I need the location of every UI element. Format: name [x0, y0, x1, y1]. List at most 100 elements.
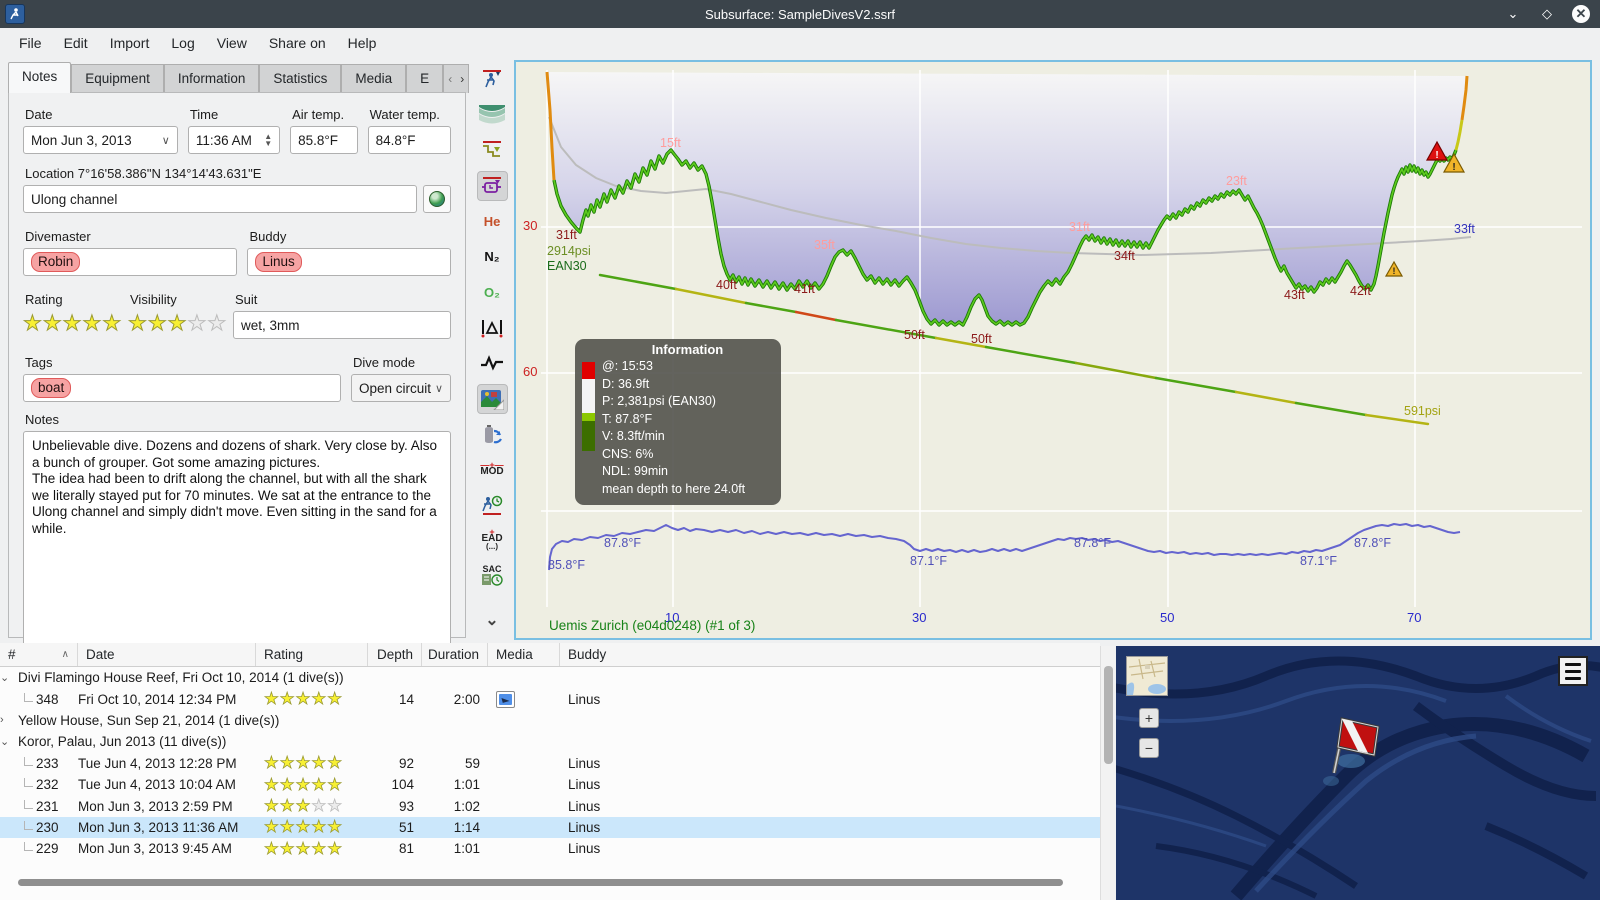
tags-input[interactable]: boat [23, 374, 341, 402]
trip-row[interactable]: ⌄ Koror, Palau, Jun 2013 (11 dive(s)) [0, 734, 227, 750]
scrollbar-thumb[interactable] [1104, 666, 1113, 764]
gas-switch-icon[interactable] [477, 419, 508, 449]
map-overview-thumbnail[interactable] [1126, 656, 1168, 696]
notes-panel: Notes Equipment Information Statistics M… [8, 62, 470, 663]
suit-input[interactable]: wet, 3mm [233, 311, 451, 339]
svg-text:!: ! [1393, 266, 1396, 276]
table-row[interactable]: 233 Tue Jun 4, 2013 12:28 PM ★★★★★ 92 59… [0, 753, 1100, 774]
trip-row[interactable]: › Yellow House, Sun Sep 21, 2014 (1 dive… [0, 712, 280, 728]
horizontal-scrollbar[interactable] [10, 877, 1088, 888]
star-icon: ★ [311, 797, 328, 816]
date-combobox[interactable]: Mon Jun 3, 2013 ∨ [23, 126, 178, 154]
air-temp-label: Air temp. [292, 107, 345, 122]
star-icon: ★ [295, 775, 312, 794]
visibility-stars[interactable]: ★★★★★ [128, 311, 227, 336]
info-temp: T: 87.8°F [602, 411, 653, 426]
toolbar-scroll-down-icon[interactable]: ⌄ [485, 611, 499, 629]
tree-line [24, 820, 33, 830]
dive-flag-marker[interactable] [1326, 711, 1386, 781]
media-thumbnail-icon[interactable] [496, 690, 515, 708]
star-icon: ★ [311, 690, 328, 709]
notes-form: Date Mon Jun 3, 2013 ∨ Time 11:36 AM ▲ ▼ … [8, 92, 466, 663]
menu-view[interactable]: View [216, 35, 247, 51]
close-icon[interactable]: ✕ [1572, 5, 1590, 23]
nitrogen-graph-icon[interactable]: N₂ [484, 249, 500, 264]
minimize-icon[interactable]: ⌄ [1507, 6, 1519, 21]
tab-equipment[interactable]: Equipment [71, 64, 164, 93]
menu-edit[interactable]: Edit [63, 35, 88, 51]
tab-extra[interactable]: E [406, 64, 444, 93]
star-icon: ★ [42, 312, 63, 336]
time-label: Time [189, 107, 219, 122]
star-icon: ★ [82, 312, 103, 336]
oxygen-graph-icon[interactable]: O₂ [484, 284, 500, 300]
notes-textarea[interactable]: Unbelievable dive. Dozens and dozens of … [23, 431, 451, 663]
menu-import[interactable]: Import [109, 35, 150, 51]
tab-statistics[interactable]: Statistics [259, 64, 342, 93]
map-zoom-in-button[interactable]: + [1139, 708, 1159, 728]
dive-profile-panel[interactable]: ! ! ! 30 60 10 30 50 70 31ft 2914psi EAN… [514, 60, 1592, 640]
tree-line [24, 778, 33, 788]
ceiling-icon[interactable] [477, 135, 508, 165]
expander-icon[interactable]: ⌄ [0, 736, 10, 749]
dive-mode-select[interactable]: Open circuit ∨ [351, 374, 451, 402]
divemaster-input[interactable]: Robin [23, 248, 238, 276]
menu-file[interactable]: File [19, 35, 42, 51]
location-input[interactable]: Ulong channel [23, 185, 417, 213]
spinner-arrows-icon[interactable]: ▲ ▼ [264, 132, 273, 148]
table-row[interactable]: 231 Mon Jun 3, 2013 2:59 PM ★★★★★ 93 1:0… [0, 795, 1100, 816]
air-temp-field[interactable]: 85.8°F [290, 126, 358, 154]
tab-information[interactable]: Information [163, 64, 260, 93]
menu-share-on[interactable]: Share on [268, 35, 326, 51]
column-depth: Depth [368, 643, 422, 666]
time-spinbox[interactable]: 11:36 AM ▲ ▼ [187, 126, 281, 154]
water-waves-icon[interactable] [477, 100, 508, 130]
dive-site-map[interactable]: + − [1116, 646, 1600, 900]
maximize-icon[interactable]: ◇ [1542, 6, 1552, 21]
dive-computer-label: Uemis Zurich (e04d0248) (#1 of 3) [549, 618, 756, 633]
mod-icon[interactable]: —+— MOD [480, 460, 504, 477]
map-menu-button[interactable] [1558, 656, 1588, 686]
scrollbar-thumb[interactable] [18, 879, 1063, 886]
tissue-graph-icon[interactable] [477, 313, 508, 343]
expander-icon[interactable]: › [0, 714, 4, 727]
star-icon: ★ [102, 312, 123, 336]
tag-boat[interactable]: boat [31, 378, 72, 398]
helium-graph-icon[interactable]: He [483, 213, 501, 229]
tab-notes[interactable]: Notes [8, 62, 72, 93]
vertical-scrollbar[interactable] [1100, 646, 1115, 900]
table-row[interactable]: 232 Tue Jun 4, 2013 10:04 AM ★★★★★ 104 1… [0, 774, 1100, 795]
buddy-input[interactable]: Linus [247, 248, 451, 276]
ead-icon[interactable]: + EAD (...) [481, 527, 503, 551]
water-temp-field[interactable]: 84.8°F [367, 126, 451, 154]
tree-line [24, 799, 33, 809]
table-row[interactable]: 348 Fri Oct 10, 2014 12:34 PM ★★★★★ 14 2… [0, 688, 1100, 709]
sac-icon[interactable]: SAC [477, 561, 508, 591]
star-icon: ★ [327, 690, 343, 709]
dc-info-icon[interactable] [477, 64, 508, 94]
rating-stars[interactable]: ★★★★★ [23, 311, 122, 336]
trip-row[interactable]: ⌄ Divi Flamingo House Reef, Fri Oct 10, … [0, 670, 344, 686]
table-row[interactable]: 229 Mon Jun 3, 2013 9:45 AM ★★★★★ 81 1:0… [0, 838, 1100, 859]
tab-media[interactable]: Media [341, 64, 407, 93]
menu-help[interactable]: Help [347, 35, 377, 51]
dc-ceiling-icon[interactable] [476, 170, 508, 201]
tab-scroll-left-icon[interactable]: ‹ [448, 72, 453, 86]
menu-log[interactable]: Log [171, 35, 195, 51]
globe-icon [429, 191, 445, 207]
table-row-selected[interactable]: 230 Mon Jun 3, 2013 11:36 AM ★★★★★ 51 1:… [0, 816, 1100, 839]
dive-list-header[interactable]: # ∧ Date Rating Depth Duration Media Budd… [0, 643, 1100, 667]
buddy-tag[interactable]: Linus [255, 252, 302, 272]
heartrate-icon[interactable] [477, 348, 508, 378]
star-icon: ★ [311, 775, 328, 794]
tab-scroll-right-icon[interactable]: › [460, 72, 465, 86]
end-pressure-annotation: 591psi [1404, 404, 1441, 418]
time-tick-70: 70 [1407, 610, 1422, 625]
temp-annotation: 87.1°F [910, 554, 947, 568]
map-zoom-out-button[interactable]: − [1139, 738, 1159, 758]
map-location-button[interactable] [423, 185, 451, 213]
expander-icon[interactable]: ⌄ [0, 672, 10, 685]
divemaster-tag[interactable]: Robin [31, 252, 81, 272]
photos-icon[interactable] [476, 383, 508, 414]
dive-time-icon[interactable] [477, 490, 508, 520]
